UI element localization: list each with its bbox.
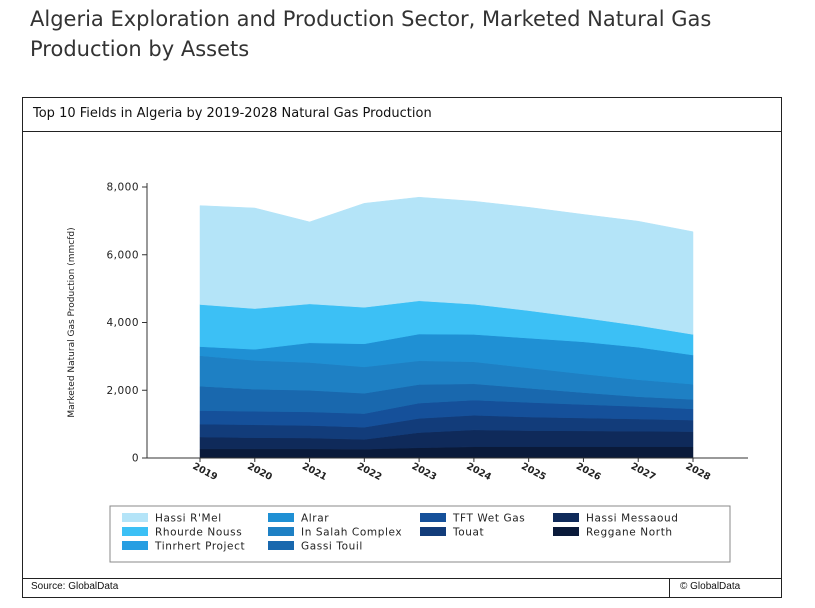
legend-swatch-tft-wet-gas <box>420 513 446 522</box>
stacked-area-chart: 0 2,000 4,000 6,000 8,000 2019 2020 2021 2022 202… <box>67 182 748 563</box>
source-note: Source: GlobalData <box>31 581 119 592</box>
legend-label-alrar: Alrar <box>301 513 329 525</box>
areas-layer <box>199 196 694 459</box>
y-tick-label: 6,000 <box>106 249 139 261</box>
chart-footer: Source: GlobalData © GlobalData <box>23 578 781 597</box>
legend-label-rhourde-nouss: Rhourde Nouss <box>155 527 242 539</box>
x-tick-label: 2020 <box>245 461 274 483</box>
legend-label-in-salah-complex: In Salah Complex <box>301 527 402 539</box>
page-title: Algeria Exploration and Production Secto… <box>30 7 712 61</box>
y-tick-label: 0 <box>132 453 139 465</box>
x-tick-label: 2025 <box>519 461 548 483</box>
x-tick-label: 2028 <box>684 461 713 483</box>
copyright-note: © GlobalData <box>680 581 741 592</box>
legend-swatch-hassi-r-mel <box>122 513 148 522</box>
x-tick-label: 2023 <box>410 461 439 483</box>
legend-swatch-gassi-touil <box>268 541 294 550</box>
y-tick-label: 4,000 <box>106 317 139 329</box>
legend-swatch-alrar <box>268 513 294 522</box>
legend-swatch-touat <box>420 527 446 536</box>
legend-label-hassi-messaoud: Hassi Messaoud <box>586 513 679 525</box>
legend-swatch-tinrhert-project <box>122 541 148 550</box>
chart-panel: Top 10 Fields in Algeria by 2019-2028 Na… <box>22 97 782 598</box>
legend-label-tft-wet-gas: TFT Wet Gas <box>452 513 525 525</box>
legend-label-reggane-north: Reggane North <box>586 527 673 539</box>
copyright-cell: © GlobalData <box>669 579 781 597</box>
x-tick-label: 2024 <box>464 461 493 483</box>
legend: Hassi R'Mel Rhourde Nouss Tinrhert Project… <box>109 505 731 563</box>
chart-subtitle: Top 10 Fields in Algeria by 2019-2028 Na… <box>33 106 432 121</box>
legend-swatch-reggane-north <box>553 527 579 536</box>
x-tick-label: 2027 <box>629 461 658 483</box>
x-tick-label: 2019 <box>191 461 220 483</box>
y-axis-label: Marketed Natural Gas Production (mmcfd) <box>67 227 77 417</box>
y-tick-label: 2,000 <box>106 385 139 397</box>
legend-label-hassi-r-mel: Hassi R'Mel <box>155 513 222 525</box>
y-tick-label: 8,000 <box>106 182 139 194</box>
legend-swatch-in-salah-complex <box>268 527 294 536</box>
area-hassi-r-mel <box>199 196 694 335</box>
legend-label-touat: Touat <box>452 527 484 539</box>
legend-swatch-rhourde-nouss <box>122 527 148 536</box>
legend-swatch-hassi-messaoud <box>553 513 579 522</box>
x-tick-label: 2026 <box>574 461 603 483</box>
legend-label-tinrhert-project: Tinrhert Project <box>154 541 245 553</box>
legend-label-gassi-touil: Gassi Touil <box>301 541 363 553</box>
chart-header: Top 10 Fields in Algeria by 2019-2028 Na… <box>23 98 781 132</box>
x-tick-label: 2021 <box>300 461 329 483</box>
x-tick-label: 2022 <box>355 461 384 483</box>
